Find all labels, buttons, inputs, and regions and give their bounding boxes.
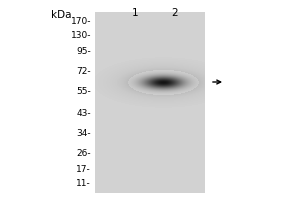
Text: 95-: 95- [76,47,91,56]
Text: 170-: 170- [70,18,91,26]
Text: 72-: 72- [76,68,91,76]
Text: 34-: 34- [76,129,91,138]
Text: 130-: 130- [70,30,91,40]
Text: 17-: 17- [76,166,91,174]
Text: kDa: kDa [52,10,72,20]
Text: 1: 1 [132,8,138,18]
Text: 11-: 11- [76,178,91,188]
Text: 2: 2 [172,8,178,18]
Text: 26-: 26- [76,148,91,158]
Text: 55-: 55- [76,88,91,97]
Text: 43-: 43- [76,108,91,117]
